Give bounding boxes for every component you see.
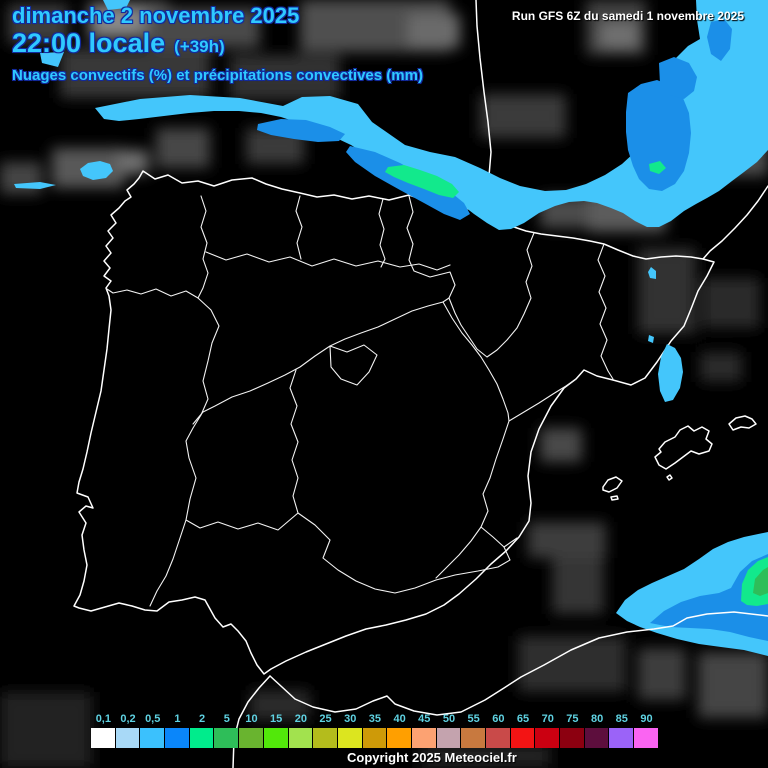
scale-label: 60 [492,713,505,725]
scale-step: 55 [461,711,486,748]
scale-color-cell [411,728,437,748]
scale-color-cell [584,728,610,748]
scale-step: 50 [436,711,462,748]
scale-label: 40 [393,713,406,725]
scale-step: 30 [337,711,363,748]
scale-label: 2 [199,713,206,725]
scale-color-cell [362,728,388,748]
scale-step: 20 [288,711,314,748]
scale-step: 90 [634,711,659,748]
scale-step: 15 [263,711,289,748]
scale-step: 75 [560,711,585,748]
scale-label: 50 [442,713,456,725]
scale-label: 1 [174,713,181,725]
scale-color-cell [436,728,462,748]
scale-label: 45 [418,713,431,725]
france-mediterranean-coast [702,185,768,260]
ibiza-island [602,476,623,493]
precipitation-scale: 0,1 0,2 0,5 1 2 5 10 15 20 25 30 35 40 45 50 55 60 65 70 75… [91,711,659,748]
scale-label: 80 [590,713,604,725]
scale-label: 55 [467,713,480,725]
scale-color-cell [535,728,561,748]
scale-color-cell [189,728,215,748]
precipitation-north [14,0,768,402]
scale-label: 30 [344,713,357,725]
africa-north-coast [269,611,768,716]
forecast-time-row: 22:00 locale (+39h) [12,28,225,59]
scale-label: 20 [294,713,307,725]
scale-color-cell [313,728,338,748]
scale-step: 25 [313,711,338,748]
cabrera-island [666,474,673,481]
scale-color-cell [288,728,314,748]
scale-step: 60 [486,711,511,748]
scale-label: 0,5 [145,713,161,725]
scale-color-cell [337,728,363,748]
scale-color-cell [140,728,166,748]
scale-color-cell [560,728,585,748]
run-info-label: Run GFS 6Z du samedi 1 novembre 2025 [511,9,744,23]
scale-color-cell [634,728,659,748]
scale-label: 70 [541,713,554,725]
precipitation-southeast [616,532,768,656]
scale-step: 5 [214,711,240,748]
scale-color-cell [263,728,289,748]
mallorca-island [654,425,713,470]
scale-label: 25 [319,713,332,725]
scale-color-cell [510,728,536,748]
menorca-island [728,415,757,431]
scale-step: 85 [609,711,635,748]
scale-color-cell [214,728,240,748]
scale-color-cell [91,728,116,748]
scale-step: 35 [362,711,388,748]
scale-color-cell [461,728,486,748]
scale-label: 65 [516,713,530,725]
scale-color-cell [609,728,635,748]
scale-label: 5 [223,713,230,725]
scale-step: 45 [411,711,437,748]
scale-step: 65 [510,711,536,748]
forecast-offset-text: (+39h) [174,37,225,56]
scale-label: 0,1 [95,713,111,725]
scale-label: 90 [640,713,653,725]
scale-step: 70 [535,711,561,748]
scale-color-cell [239,728,264,748]
formentera-island [610,495,619,501]
forecast-date-text: dimanche 2 novembre 2025 [12,3,300,28]
scale-label: 75 [566,713,579,725]
scale-label: 0,2 [120,713,136,725]
scale-step: 80 [584,711,610,748]
scale-label: 85 [615,713,628,725]
parameter-subtitle-text: Nuages convectifs (%) et précipitations … [12,67,423,84]
scale-step: 10 [239,711,264,748]
scale-step: 2 [189,711,215,748]
region-borders-layer [106,195,614,607]
scale-color-cell [165,728,190,748]
scale-color-cell [486,728,511,748]
scale-step: 40 [387,711,412,748]
scale-label: 15 [270,713,283,725]
scale-step: 1 [165,711,190,748]
scale-step: 0,2 [115,711,141,748]
scale-label: 35 [368,713,382,725]
scale-color-cell [115,728,141,748]
copyright-text: Copyright 2025 Meteociel.fr [347,750,517,765]
scale-step: 0,1 [91,711,116,748]
scale-step: 0,5 [140,711,166,748]
forecast-time-text: 22:00 locale [12,28,166,58]
scale-color-cell [387,728,412,748]
scale-label: 10 [245,713,258,725]
